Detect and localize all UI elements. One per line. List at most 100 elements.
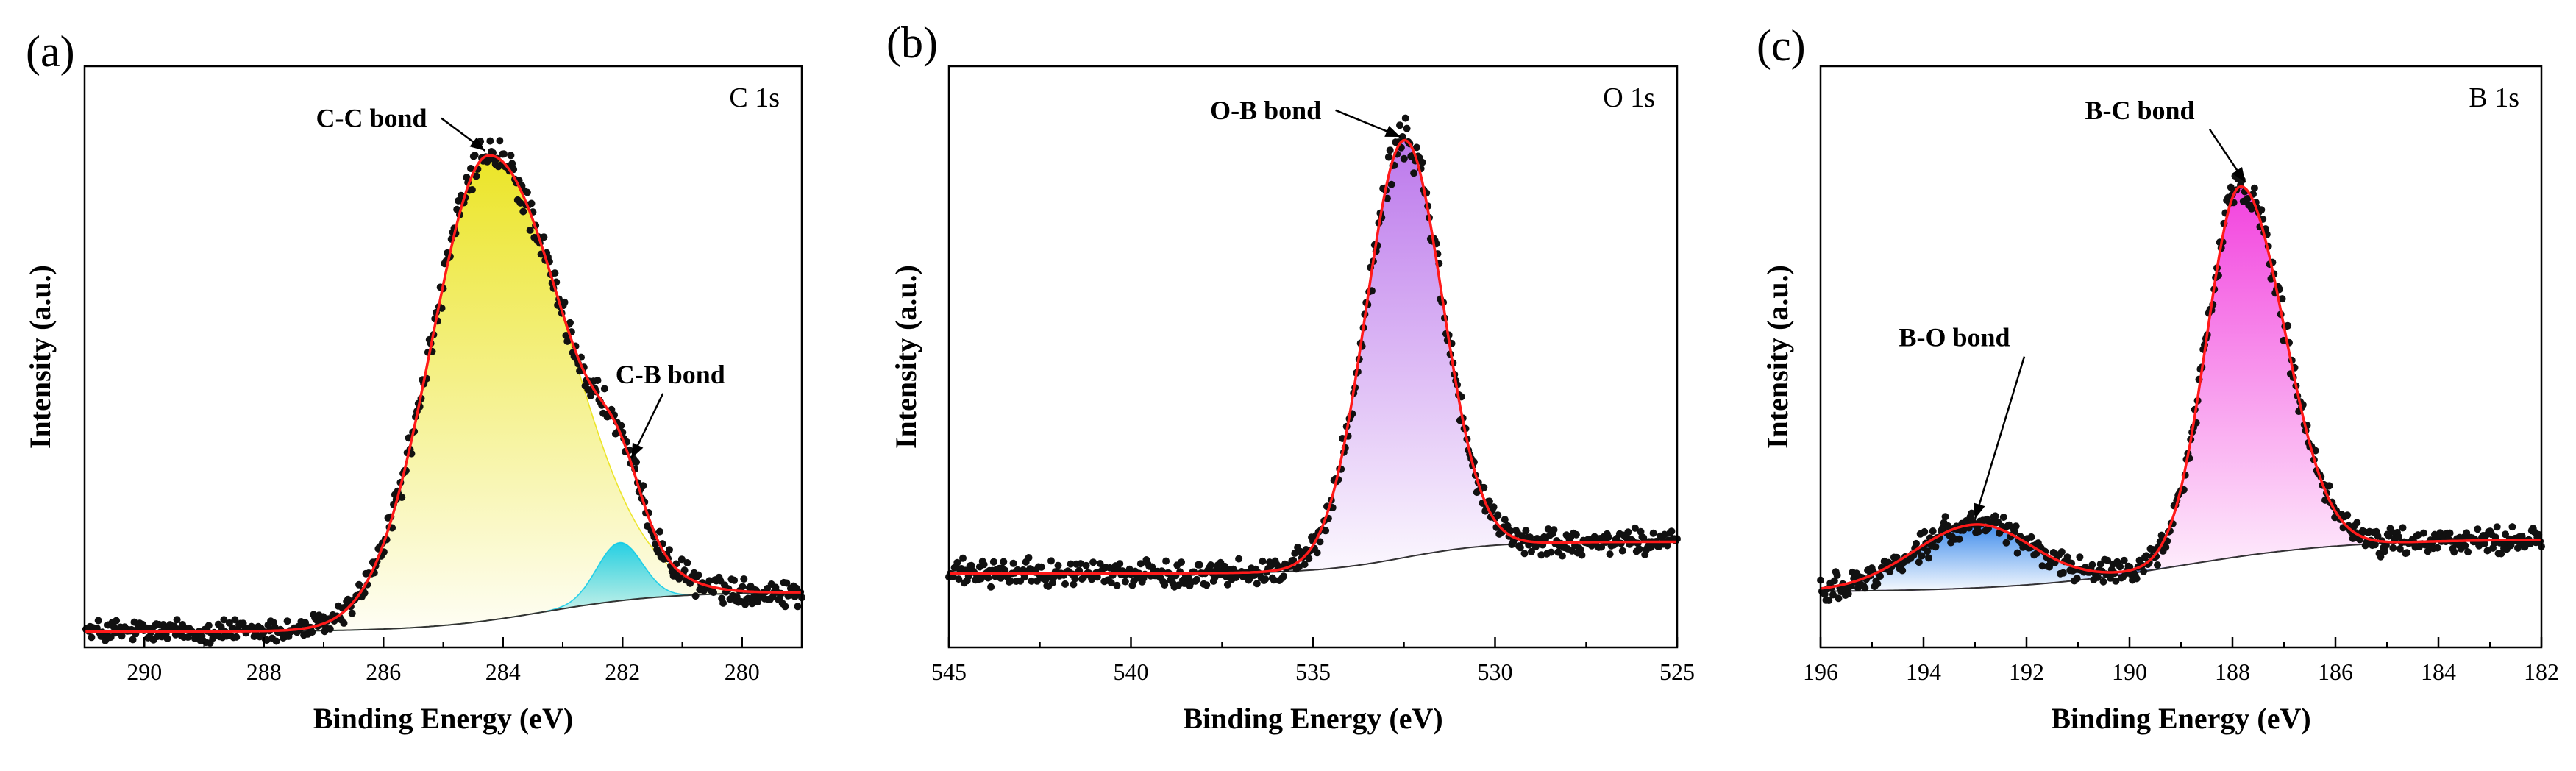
x-tick-label: 190 xyxy=(2112,658,2147,685)
data-point xyxy=(1235,555,1243,563)
data-point xyxy=(2140,567,2148,575)
panel-3: 196 194 192 190 188 186 184 182 Binding Energy (… xyxy=(1757,21,2559,735)
data-point xyxy=(2474,525,2482,533)
x-tick-label: 288 xyxy=(246,658,282,685)
data-point xyxy=(2013,549,2021,557)
data-point xyxy=(163,635,171,642)
data-point xyxy=(1009,559,1017,567)
data-point xyxy=(2057,548,2066,556)
data-point xyxy=(113,617,121,625)
annotation-arrowhead xyxy=(2232,167,2246,183)
annotation-arrowhead xyxy=(1384,126,1401,138)
data-point xyxy=(228,624,236,632)
x-tick-label: 540 xyxy=(1114,658,1149,685)
data-point xyxy=(1207,561,1214,569)
data-point xyxy=(2521,543,2529,551)
data-point xyxy=(1974,527,1982,536)
x-tick-label: 286 xyxy=(366,658,401,685)
data-point xyxy=(2353,519,2361,527)
data-point xyxy=(1020,573,1028,581)
data-point xyxy=(468,186,476,193)
data-point xyxy=(1000,558,1008,566)
data-point xyxy=(2374,532,2382,540)
data-point xyxy=(1175,581,1183,589)
data-point xyxy=(398,494,406,501)
data-point xyxy=(239,619,247,628)
data-point xyxy=(566,319,574,327)
data-point xyxy=(1410,169,1418,177)
data-point xyxy=(1899,566,1907,575)
data-point xyxy=(2502,530,2509,539)
data-point xyxy=(2403,549,2411,557)
panel-label: (a) xyxy=(26,27,75,76)
data-point xyxy=(2497,550,2505,558)
data-point xyxy=(1418,158,1426,166)
data-point xyxy=(2396,544,2404,553)
data-point xyxy=(1061,580,1069,588)
data-point xyxy=(308,628,316,636)
data-point xyxy=(1280,572,1287,580)
y-axis-title: Intensity (a.u.) xyxy=(1761,265,1794,449)
data-point xyxy=(739,583,747,591)
data-point xyxy=(2076,553,2084,561)
data-point xyxy=(1077,560,1084,568)
data-point xyxy=(1522,527,1530,535)
x-tick-label: 280 xyxy=(725,658,760,685)
data-point xyxy=(2526,540,2534,547)
data-point xyxy=(283,617,291,625)
data-point xyxy=(1398,133,1406,141)
data-point xyxy=(1291,550,1299,557)
data-point xyxy=(1162,557,1170,565)
data-point xyxy=(2012,522,2020,530)
data-point xyxy=(2132,575,2141,583)
data-point xyxy=(1387,180,1395,188)
data-point xyxy=(173,616,181,624)
data-point xyxy=(1918,552,1926,560)
data-point xyxy=(2149,546,2157,554)
data-point xyxy=(1121,578,1129,586)
data-point xyxy=(1195,561,1203,569)
data-point xyxy=(2371,541,2379,549)
data-point xyxy=(527,199,536,207)
data-point xyxy=(88,633,96,642)
data-point xyxy=(677,555,686,564)
component-fill-c-c-bond xyxy=(85,154,803,633)
data-point xyxy=(1925,554,1932,562)
data-point xyxy=(1082,561,1090,569)
data-point xyxy=(1116,560,1124,568)
data-point xyxy=(1054,561,1062,569)
core-level-label: B 1s xyxy=(2469,82,2519,113)
x-tick-label: 535 xyxy=(1295,658,1331,685)
data-point xyxy=(2325,482,2333,490)
core-level-label: O 1s xyxy=(1603,82,1655,113)
data-point xyxy=(2106,574,2114,582)
data-point xyxy=(2088,561,2096,569)
data-point xyxy=(2157,531,2166,539)
data-point xyxy=(526,227,534,234)
data-point xyxy=(1941,513,1949,521)
data-point xyxy=(1070,580,1078,589)
x-tick-label: 290 xyxy=(127,658,162,685)
data-point xyxy=(563,337,572,345)
data-point xyxy=(1270,576,1278,584)
data-point xyxy=(1635,545,1643,553)
data-point xyxy=(594,377,602,384)
data-point xyxy=(1403,124,1411,132)
peak-annotation: B-C bond xyxy=(2085,96,2194,125)
data-point xyxy=(2104,556,2112,564)
data-point xyxy=(1924,547,1932,555)
y-axis-title: Intensity (a.u.) xyxy=(889,265,922,449)
x-tick-label: 182 xyxy=(2524,658,2559,685)
data-point xyxy=(2311,447,2319,455)
data-point xyxy=(355,580,363,589)
x-tick-label: 545 xyxy=(931,658,967,685)
data-point xyxy=(540,233,548,241)
data-point xyxy=(639,482,647,490)
data-point xyxy=(2002,539,2010,547)
data-point xyxy=(486,137,494,145)
data-point xyxy=(1223,580,1231,589)
data-point xyxy=(2446,529,2454,537)
data-point xyxy=(500,150,508,158)
data-point xyxy=(989,558,997,566)
